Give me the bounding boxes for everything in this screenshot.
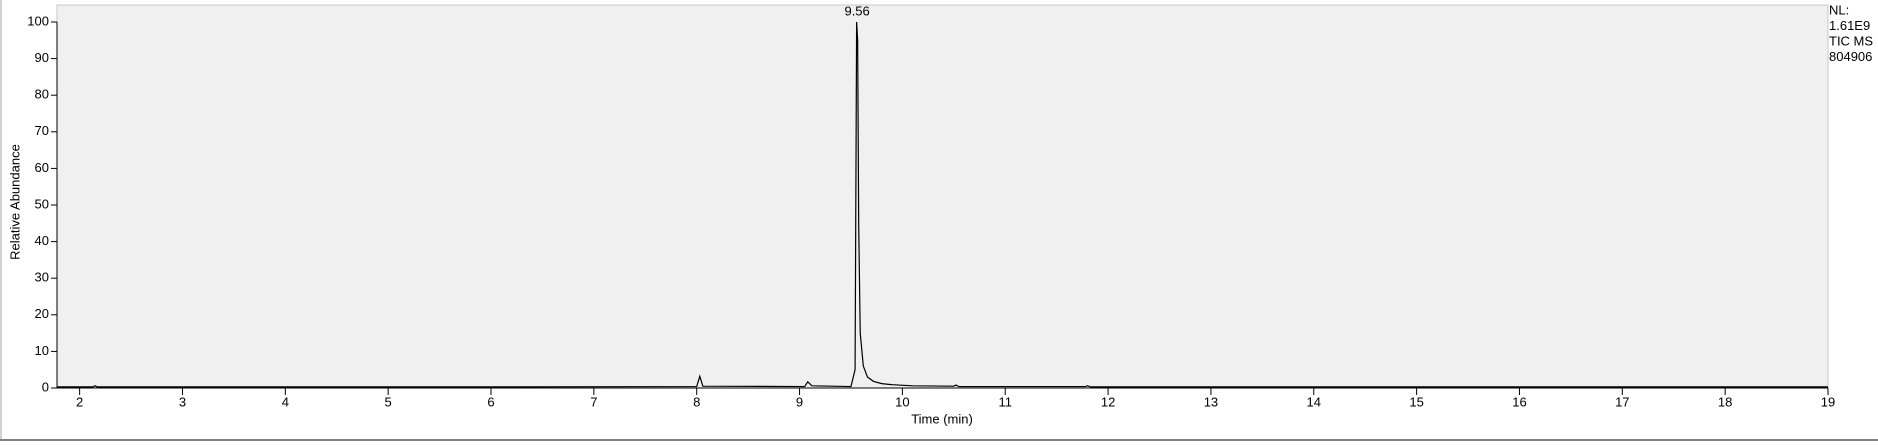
x-tick-label: 19 bbox=[1821, 394, 1835, 409]
y-tick-label: 20 bbox=[35, 306, 49, 321]
y-tick-label: 90 bbox=[35, 50, 49, 65]
trace bbox=[57, 21, 1828, 388]
x-tick-label: 14 bbox=[1307, 394, 1321, 409]
info-line: 804906 bbox=[1829, 49, 1872, 64]
x-tick-label: 16 bbox=[1512, 394, 1526, 409]
x-tick-label: 11 bbox=[998, 394, 1012, 409]
x-tick-label: 17 bbox=[1615, 394, 1629, 409]
info-line: NL: bbox=[1829, 2, 1849, 17]
y-tick-label: 30 bbox=[35, 270, 49, 285]
x-tick-label: 13 bbox=[1204, 394, 1218, 409]
y-axis-label: Relative Abundance bbox=[7, 144, 22, 260]
x-tick-label: 6 bbox=[487, 394, 494, 409]
info-line: 1.61E9 bbox=[1829, 18, 1870, 33]
x-tick-label: 4 bbox=[282, 394, 289, 409]
y-tick-label: 40 bbox=[35, 233, 49, 248]
x-tick-label: 12 bbox=[1101, 394, 1115, 409]
x-tick-label: 7 bbox=[590, 394, 597, 409]
x-tick-label: 10 bbox=[895, 394, 909, 409]
y-tick-label: 80 bbox=[35, 87, 49, 102]
y-tick-label: 10 bbox=[35, 343, 49, 358]
x-tick-label: 3 bbox=[179, 394, 186, 409]
y-tick-label: 60 bbox=[35, 160, 49, 175]
y-tick-label: 100 bbox=[27, 13, 49, 28]
y-tick-label: 50 bbox=[35, 196, 49, 211]
x-tick-label: 8 bbox=[693, 394, 700, 409]
x-tick-label: 2 bbox=[76, 394, 83, 409]
y-tick-label: 70 bbox=[35, 123, 49, 138]
x-tick-label: 9 bbox=[796, 394, 803, 409]
x-tick-label: 15 bbox=[1409, 394, 1423, 409]
info-line: TIC MS bbox=[1829, 33, 1873, 48]
y-tick-label: 0 bbox=[42, 379, 49, 394]
peak-label: 9.56 bbox=[844, 3, 869, 18]
plot-area bbox=[56, 4, 1829, 389]
x-axis-label: Time (min) bbox=[911, 411, 973, 426]
x-tick-label: 5 bbox=[385, 394, 392, 409]
x-tick-label: 18 bbox=[1718, 394, 1732, 409]
